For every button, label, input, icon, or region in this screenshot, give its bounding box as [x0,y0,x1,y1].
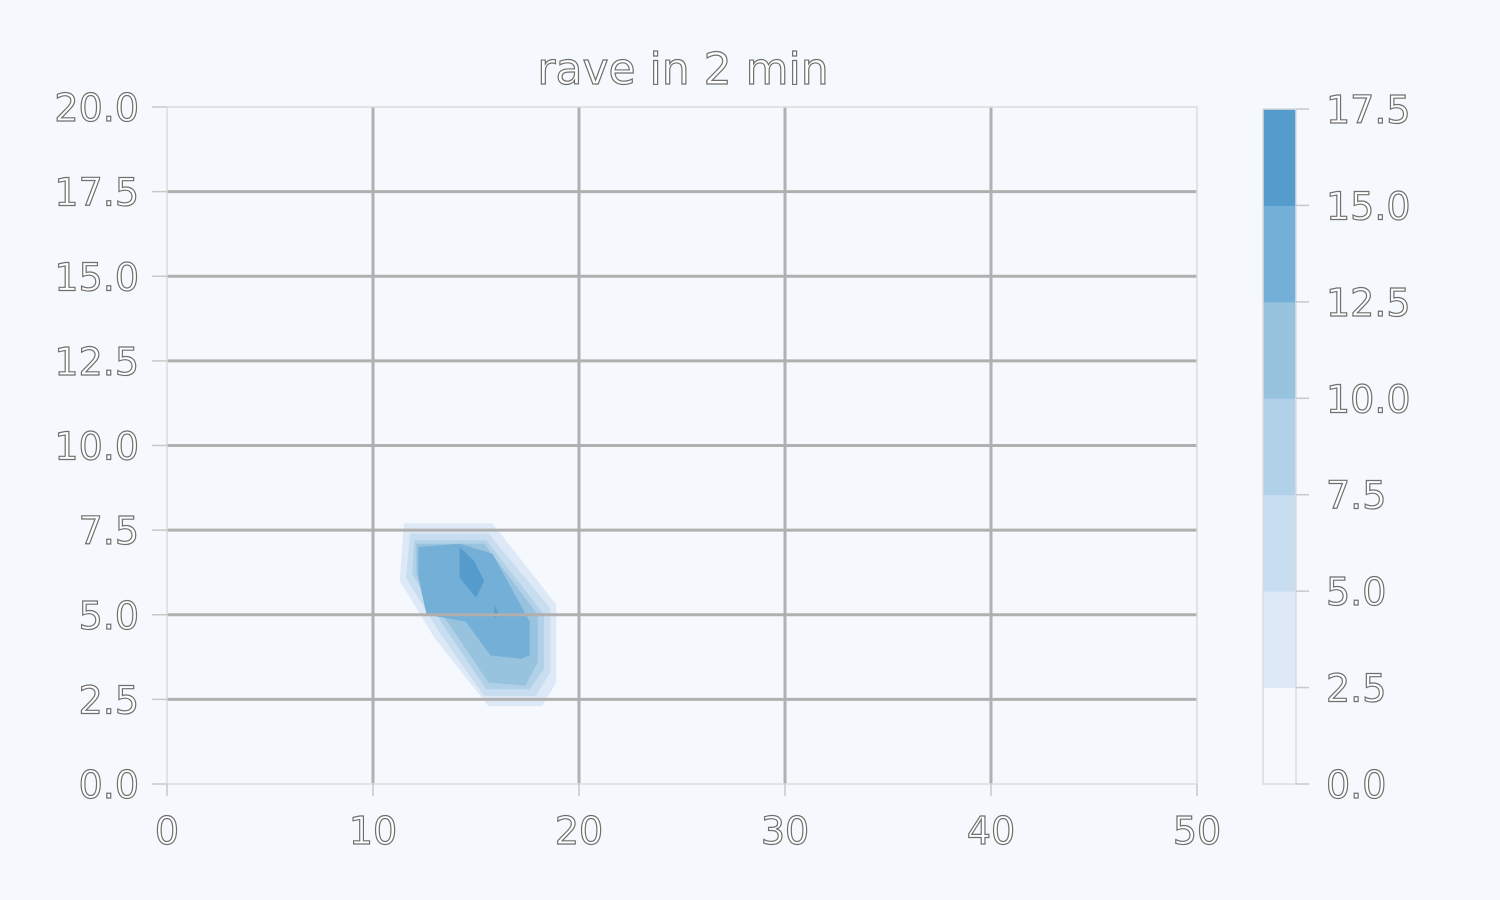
colorbar-tick-label-2: 5.0 [1326,570,1386,614]
plot-area: 0 10 20 30 40 50 0.0 2.5 5.0 7.5 10.0 12.5 15.0 17.5 2… [54,85,1222,853]
colorbar-tick-label-6: 15.0 [1326,184,1411,228]
colorbar-tick-label-4: 10.0 [1326,377,1411,421]
colorbar-tick-label-5: 12.5 [1326,281,1411,325]
colorbar-band-0 [1263,687,1296,785]
colorbar-band-5 [1263,205,1296,303]
colorbar-tick-label-1: 2.5 [1326,667,1386,711]
x-tick-label-3: 30 [761,809,809,853]
y-tick-label-3: 7.5 [79,509,139,553]
y-tick-label-0: 0.0 [79,763,139,807]
colorbar-tick-label-0: 0.0 [1326,763,1386,807]
colorbar-band-1 [1263,591,1296,689]
y-tick-label-6: 15.0 [54,255,139,299]
y-tick-label-8: 20.0 [54,86,139,130]
colorbar-band-4 [1263,301,1296,399]
x-tick-label-2: 20 [555,809,603,853]
colorbar-band-3 [1263,398,1296,496]
y-tick-label-2: 5.0 [79,594,139,638]
colorbar-tick-label-3: 7.5 [1326,474,1386,518]
colorbar: 0.0 2.5 5.0 7.5 10.0 12.5 15.0 17.5 [1262,87,1411,808]
colorbar-band-6 [1263,109,1296,206]
colorbar-band-2 [1263,494,1296,592]
contour-region-4 [418,543,530,659]
y-tick-label-4: 10.0 [54,425,139,469]
colorbar-tick-label-7: 17.5 [1326,88,1411,132]
x-tick-label-5: 50 [1173,809,1221,853]
y-tick-label-1: 2.5 [79,678,139,722]
y-tick-label-5: 12.5 [54,340,139,384]
colorbar-frame [1262,108,1297,785]
chart-title: rave in 2 min [537,44,828,95]
x-tick-label-4: 40 [967,809,1015,853]
y-tick-label-7: 17.5 [54,171,139,215]
x-tick-label-0: 0 [155,809,179,853]
contour-region-5 [459,547,485,598]
x-tick-label-1: 10 [349,809,397,853]
